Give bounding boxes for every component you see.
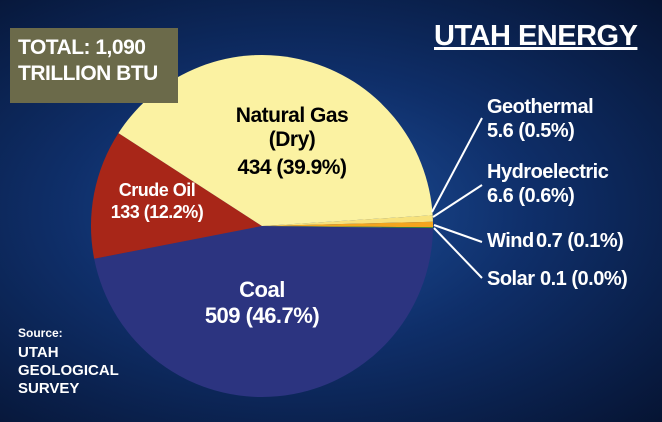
total-box: TOTAL: 1,090 TRILLION BTU — [10, 28, 178, 103]
slice-label: Wind — [487, 230, 534, 252]
pie-slice — [91, 133, 262, 259]
value-label: 434 (39.9%) — [237, 156, 347, 179]
value-label: 509 (46.7%) — [204, 303, 320, 328]
pie-slice — [118, 54, 433, 226]
slice-label: Coal — [239, 277, 285, 302]
leader-line — [431, 117, 483, 213]
pie-slice — [262, 215, 433, 226]
slice-label: Geothermal — [487, 96, 594, 118]
slice-label: Solar — [487, 268, 535, 290]
leader-line — [432, 184, 483, 218]
source-label: Source: — [18, 326, 63, 340]
pie-slice — [262, 221, 433, 228]
slice-label: Natural Gas (Dry) — [235, 104, 349, 152]
leader-line — [433, 227, 483, 279]
value-label: 133 (12.2%) — [110, 202, 204, 222]
leader-lines — [431, 117, 483, 279]
value-label: 6.6 (0.6%) — [487, 185, 575, 207]
leader-line — [433, 224, 483, 243]
chart-title: UTAH ENERGY — [434, 20, 638, 52]
source: UTAH GEOLOGICAL SURVEY — [18, 344, 119, 397]
value-label: 5.6 (0.5%) — [487, 120, 575, 142]
slice-label: Hydroelectric — [487, 161, 609, 183]
slice-label: Crude Oil — [118, 180, 196, 200]
value-label: 0.1 (0.0%) — [540, 268, 628, 290]
pie-slice — [94, 226, 433, 398]
value-label: 0.7 (0.1%) — [536, 230, 624, 252]
pie-slice — [262, 226, 433, 229]
pie-slice — [262, 226, 433, 228]
